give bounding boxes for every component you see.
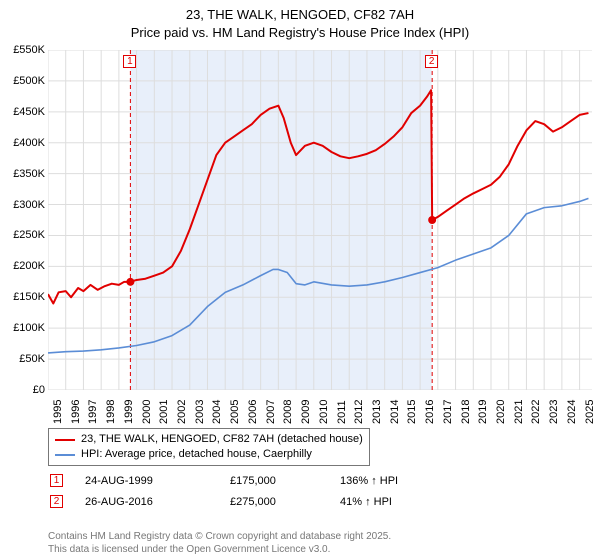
x-tick-label: 2000 — [141, 400, 153, 424]
y-tick-label: £450K — [3, 106, 45, 118]
legend-row: HPI: Average price, detached house, Caer… — [55, 447, 363, 462]
sale-pct: 41% ↑ HPI — [340, 496, 392, 508]
y-tick-label: £100K — [3, 322, 45, 334]
x-tick-label: 2003 — [194, 400, 206, 424]
x-tick-label: 2018 — [460, 400, 472, 424]
y-tick-label: £150K — [3, 291, 45, 303]
x-tick-label: 2009 — [300, 400, 312, 424]
y-tick-label: £200K — [3, 260, 45, 272]
x-tick-label: 2014 — [389, 400, 401, 424]
sale-date: 24-AUG-1999 — [85, 475, 230, 487]
sale-row-marker: 1 — [50, 474, 63, 487]
sale-price: £175,000 — [230, 475, 340, 487]
y-tick-label: £250K — [3, 229, 45, 241]
x-tick-label: 2004 — [211, 400, 223, 424]
x-tick-label: 2001 — [158, 400, 170, 424]
x-tick-label: 2013 — [371, 400, 383, 424]
x-tick-label: 2024 — [566, 400, 578, 424]
legend-swatch — [55, 439, 75, 441]
y-tick-label: £500K — [3, 75, 45, 87]
x-tick-label: 2019 — [477, 400, 489, 424]
x-tick-label: 2006 — [247, 400, 259, 424]
y-tick-label: £350K — [3, 168, 45, 180]
footer-attribution: Contains HM Land Registry data © Crown c… — [48, 531, 391, 556]
x-tick-label: 2025 — [584, 400, 596, 424]
plot-area — [48, 50, 592, 390]
x-tick-label: 2011 — [336, 400, 348, 424]
chart-container: 23, THE WALK, HENGOED, CF82 7AH Price pa… — [0, 0, 600, 560]
footer-line1: Contains HM Land Registry data © Crown c… — [48, 531, 391, 544]
sale-marker-box: 1 — [123, 55, 136, 68]
sale-price: £275,000 — [230, 496, 340, 508]
x-tick-label: 2022 — [530, 400, 542, 424]
sale-pct: 136% ↑ HPI — [340, 475, 398, 487]
x-tick-label: 1995 — [52, 400, 64, 424]
x-tick-label: 1996 — [70, 400, 82, 424]
sale-row-marker: 2 — [50, 495, 63, 508]
x-tick-label: 2020 — [495, 400, 507, 424]
x-tick-label: 2002 — [176, 400, 188, 424]
x-tick-label: 2012 — [353, 400, 365, 424]
sale-date: 26-AUG-2016 — [85, 496, 230, 508]
y-tick-label: £0 — [3, 384, 45, 396]
sale-marker-box: 2 — [425, 55, 438, 68]
title-subtitle: Price paid vs. HM Land Registry's House … — [0, 24, 600, 42]
sale-row: 2 26-AUG-2016£275,00041% ↑ HPI — [48, 495, 588, 508]
x-tick-label: 2016 — [424, 400, 436, 424]
x-tick-label: 1999 — [123, 400, 135, 424]
x-tick-label: 2010 — [318, 400, 330, 424]
x-tick-label: 1998 — [105, 400, 117, 424]
x-tick-label: 2017 — [442, 400, 454, 424]
legend-box: 23, THE WALK, HENGOED, CF82 7AH (detache… — [48, 428, 370, 466]
y-tick-label: £400K — [3, 137, 45, 149]
x-tick-label: 2007 — [265, 400, 277, 424]
title-address: 23, THE WALK, HENGOED, CF82 7AH — [0, 6, 600, 24]
x-tick-label: 2005 — [229, 400, 241, 424]
chart-title: 23, THE WALK, HENGOED, CF82 7AH Price pa… — [0, 0, 600, 41]
sales-table: 1 24-AUG-1999£175,000136% ↑ HPI 2 26-AUG-20… — [48, 474, 588, 508]
x-tick-label: 2008 — [282, 400, 294, 424]
y-tick-label: £50K — [3, 353, 45, 365]
legend-label: 23, THE WALK, HENGOED, CF82 7AH (detache… — [81, 432, 363, 447]
x-tick-label: 2021 — [513, 400, 525, 424]
legend-label: HPI: Average price, detached house, Caer… — [81, 447, 312, 462]
y-tick-label: £300K — [3, 199, 45, 211]
legend-swatch — [55, 454, 75, 456]
legend: 23, THE WALK, HENGOED, CF82 7AH (detache… — [48, 428, 588, 508]
legend-row: 23, THE WALK, HENGOED, CF82 7AH (detache… — [55, 432, 363, 447]
y-tick-label: £550K — [3, 44, 45, 56]
footer-line2: This data is licensed under the Open Gov… — [48, 544, 391, 557]
x-tick-label: 1997 — [87, 400, 99, 424]
x-tick-label: 2015 — [406, 400, 418, 424]
chart-svg — [48, 50, 592, 390]
x-tick-label: 2023 — [548, 400, 560, 424]
sale-row: 1 24-AUG-1999£175,000136% ↑ HPI — [48, 474, 588, 487]
